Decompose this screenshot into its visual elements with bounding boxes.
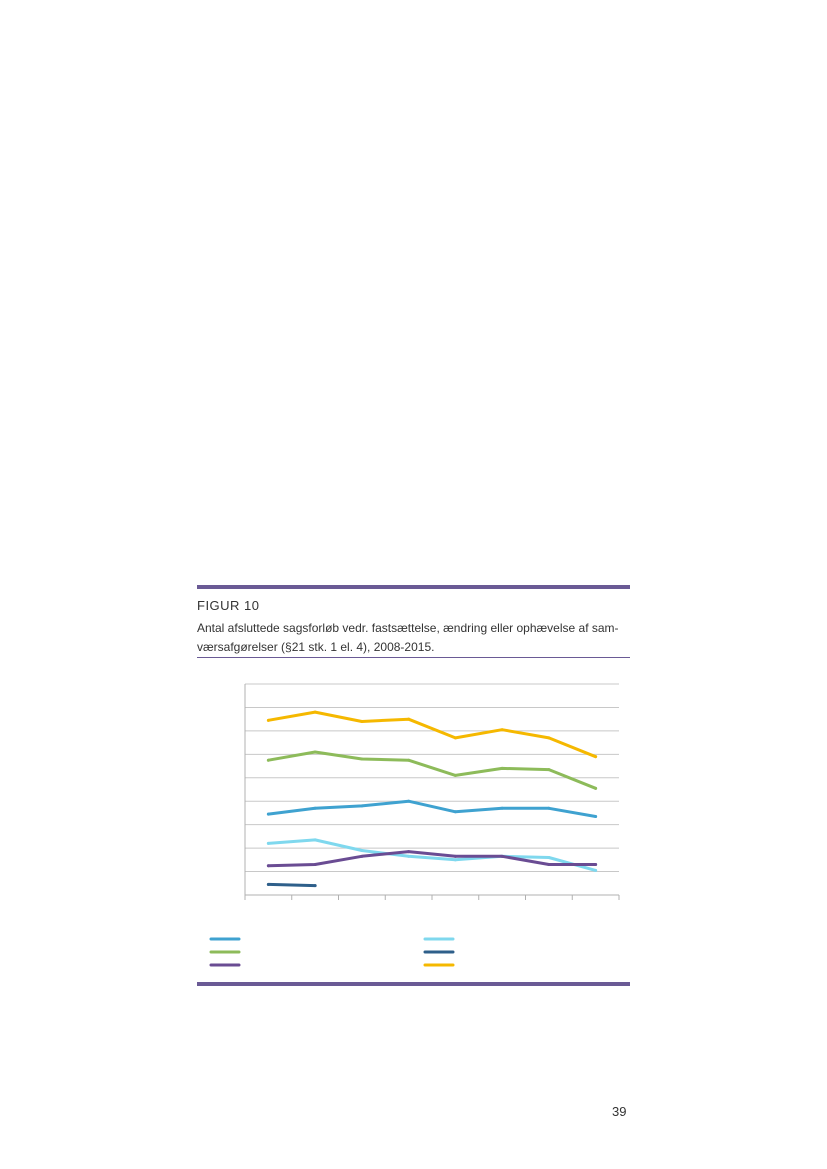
data-point-series-3	[500, 806, 504, 810]
series-line-4	[266, 838, 598, 872]
figure-top-rule	[197, 585, 630, 589]
data-point-series-5	[453, 854, 457, 858]
figure-label: FIGUR 10	[197, 598, 260, 613]
data-point-series-1	[266, 718, 270, 722]
data-point-series-2	[266, 758, 270, 762]
data-point-series-1	[594, 755, 598, 759]
data-point-series-3	[547, 806, 551, 810]
series-line-1	[266, 710, 598, 759]
data-point-series-6	[313, 884, 317, 888]
series-line-2	[266, 750, 598, 790]
series-line-5	[266, 850, 598, 868]
data-point-series-2	[500, 766, 504, 770]
data-point-series-2	[594, 786, 598, 790]
data-point-series-2	[360, 757, 364, 761]
data-point-series-5	[500, 854, 504, 858]
data-point-series-5	[547, 863, 551, 867]
data-point-series-3	[360, 804, 364, 808]
data-point-series-1	[407, 717, 411, 721]
caption-divider	[197, 657, 630, 658]
chart-legend	[209, 937, 455, 967]
data-point-series-3	[313, 806, 317, 810]
data-point-series-5	[407, 850, 411, 854]
data-point-series-3	[594, 814, 598, 818]
series-line-6	[266, 882, 317, 888]
data-point-series-2	[547, 768, 551, 772]
line-chart	[209, 683, 620, 967]
data-point-series-5	[594, 863, 598, 867]
data-point-series-2	[453, 773, 457, 777]
page-number: 39	[612, 1104, 627, 1119]
data-point-series-1	[500, 728, 504, 732]
data-point-series-4	[360, 848, 364, 852]
data-point-series-1	[360, 720, 364, 724]
data-point-series-4	[313, 838, 317, 842]
chart-gridlines	[245, 683, 619, 873]
series-line-3	[266, 799, 598, 818]
data-point-series-4	[407, 854, 411, 858]
figure-caption-line-1: Antal afsluttede sagsforløb vedr. fastsæ…	[197, 621, 619, 635]
data-point-series-4	[453, 858, 457, 862]
data-point-series-3	[266, 812, 270, 816]
data-point-series-5	[313, 863, 317, 867]
data-point-series-1	[313, 710, 317, 714]
chart-series	[266, 710, 598, 888]
figure-bottom-rule	[197, 982, 630, 986]
chart-axes	[244, 684, 620, 900]
data-point-series-5	[266, 864, 270, 868]
data-point-series-1	[547, 736, 551, 740]
data-point-series-3	[407, 799, 411, 803]
data-point-series-5	[360, 854, 364, 858]
data-point-series-4	[547, 855, 551, 859]
data-point-series-4	[594, 868, 598, 872]
data-point-series-6	[266, 882, 270, 886]
data-point-series-4	[266, 841, 270, 845]
data-point-series-3	[453, 810, 457, 814]
data-point-series-1	[453, 736, 457, 740]
data-point-series-2	[407, 758, 411, 762]
data-point-series-2	[313, 750, 317, 754]
figure-caption-line-2: værsafgørelser (§21 stk. 1 el. 4), 2008-…	[197, 640, 435, 654]
figure-caption: Antal afsluttede sagsforløb vedr. fastsæ…	[197, 619, 630, 657]
